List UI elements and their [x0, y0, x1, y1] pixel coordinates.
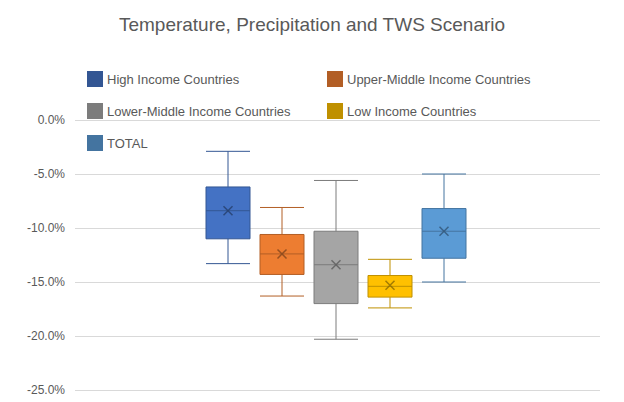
svg-text:-15.0%: -15.0% [27, 275, 65, 289]
svg-text:-20.0%: -20.0% [27, 329, 65, 343]
svg-text:Low Income Countries: Low Income Countries [347, 104, 477, 119]
svg-text:-25.0%: -25.0% [27, 383, 65, 397]
svg-text:Upper-Middle Income Countries: Upper-Middle Income Countries [347, 72, 531, 87]
svg-text:-10.0%: -10.0% [27, 221, 65, 235]
svg-text:High Income Countries: High Income Countries [107, 72, 240, 87]
svg-text:-5.0%: -5.0% [34, 167, 66, 181]
svg-text:TOTAL: TOTAL [107, 136, 148, 151]
svg-text:Temperature, Precipitation and: Temperature, Precipitation and TWS Scena… [119, 14, 505, 35]
svg-text:Lower-Middle Income Countries: Lower-Middle Income Countries [107, 104, 291, 119]
svg-text:0.0%: 0.0% [38, 113, 66, 127]
